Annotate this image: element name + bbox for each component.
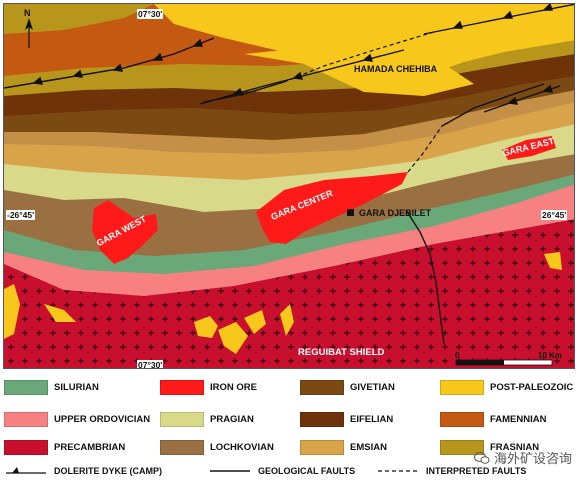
gara-djebilet-marker <box>347 209 354 216</box>
wechat-icon <box>473 451 490 464</box>
pragian-patch-5 <box>44 304 76 322</box>
map-canvas <box>4 4 574 368</box>
bottom-longitude-label: 07°30' <box>137 360 164 369</box>
legend-item-givetian: GIVETIAN <box>300 380 395 395</box>
legend-faults: GEOLOGICAL FAULTS <box>208 466 355 476</box>
pragian-patch-2 <box>218 322 248 354</box>
hamada-chehiba-label: HAMADA CHEHIBA <box>354 64 438 74</box>
legend-item-frasnian: FRASNIAN <box>440 440 539 455</box>
north-label: N <box>24 8 31 18</box>
geological-map: N 07°30' 07°30' -26°45' 26°45' HAMADA CH… <box>3 3 575 369</box>
legend-swatch <box>300 440 344 455</box>
legend-label: PRECAMBRIAN <box>54 442 126 453</box>
legend-label: EIFELIAN <box>350 414 394 425</box>
scale-start-label: 0 <box>455 351 460 360</box>
watermark-text: 海外矿设咨询 <box>493 451 572 466</box>
legend-label: FRASNIAN <box>490 442 540 453</box>
gara-center-ore <box>256 172 408 244</box>
legend-swatch <box>440 380 484 395</box>
left-latitude-label: -26°45' <box>6 210 36 220</box>
dyke-line-icon <box>6 467 46 474</box>
legend-dyke-label: DOLERITE DYKE (CAMP) <box>54 466 162 476</box>
gara-west-ore <box>92 200 158 264</box>
reguibat-shield-label: REGUIBAT SHIELD <box>298 347 385 358</box>
scale-end-label: 10 Km <box>538 351 563 360</box>
top-longitude-label: 07°30' <box>137 9 164 19</box>
legend-interpreted: INTERPRETED FAULTS <box>376 466 526 476</box>
dolerite-dyke-central <box>199 49 405 105</box>
legend-label: UPPER ORDOVICIAN <box>54 414 151 425</box>
legend-label: SILURIAN <box>54 382 99 393</box>
legend-swatch <box>160 412 204 427</box>
watermark: 海外矿设咨询 <box>473 448 572 467</box>
legend-interpreted-label: INTERPRETED FAULTS <box>426 466 527 476</box>
legend-label: EMSIAN <box>350 442 387 453</box>
legend-item-famennian: FAMENNIAN <box>440 412 546 427</box>
legend-item-precambrian: PRECAMBRIAN <box>4 440 125 455</box>
legend-label: FAMENNIAN <box>490 414 547 425</box>
legend-swatch <box>4 380 48 395</box>
legend-swatch <box>300 380 344 395</box>
legend-item-silurian: SILURIAN <box>4 380 99 395</box>
post-paleozoic-zone <box>154 4 574 82</box>
legend-swatch <box>160 380 204 395</box>
gara-djebilet-label: GARA DJEBILET <box>359 208 432 218</box>
post-paleozoic-left <box>4 284 20 339</box>
right-latitude-label: 26°45' <box>541 210 568 220</box>
legend-item-eifelian: EIFELIAN <box>300 412 393 427</box>
legend-item-lochkovian: LOCHKOVIAN <box>160 440 274 455</box>
legend-label: IRON ORE <box>210 382 257 393</box>
pragian-patch-4 <box>280 304 294 336</box>
legend-swatch <box>300 412 344 427</box>
legend-item-pragian: PRAGIAN <box>160 412 254 427</box>
pragian-patch-6 <box>544 252 562 270</box>
pragian-patch-3 <box>244 310 266 334</box>
frasnian-patch <box>4 4 154 34</box>
scale-bar <box>455 359 553 366</box>
fault-main <box>405 209 445 345</box>
legend-swatch <box>440 412 484 427</box>
legend-swatch <box>160 440 204 455</box>
legend-item-post-paleozoic: POST-PALEOZOIC <box>440 380 573 395</box>
fault-line-icon <box>210 470 250 472</box>
pragian-patch-1 <box>194 316 218 338</box>
legend-swatch <box>4 440 48 455</box>
interpreted-fault-1 <box>407 125 443 173</box>
legend-swatch <box>440 440 484 455</box>
gara-east-ore <box>502 136 556 160</box>
legend-item-iron-ore: IRON ORE <box>160 380 257 395</box>
dolerite-dyke-east <box>423 4 574 35</box>
legend-label: LOCHKOVIAN <box>210 442 274 453</box>
legend-label: GIVETIAN <box>350 382 395 393</box>
interpreted-fault-line-icon <box>378 470 418 472</box>
legend-faults-label: GEOLOGICAL FAULTS <box>258 466 356 476</box>
legend-swatch <box>4 412 48 427</box>
north-arrow-icon <box>25 18 33 48</box>
legend-dyke: DOLERITE DYKE (CAMP) <box>4 466 162 476</box>
dolerite-dyke-west <box>4 37 215 89</box>
post-paleozoic-lobe <box>244 48 474 96</box>
legend-item-emsian: EMSIAN <box>300 440 387 455</box>
fault-north <box>441 83 545 127</box>
legend-item-upper-ordovician: UPPER ORDOVICIAN <box>4 412 150 427</box>
dolerite-dyke-east2 <box>483 84 561 113</box>
legend-label: PRAGIAN <box>210 414 254 425</box>
legend: SILURIAN IRON ORE GIVETIAN POST-PALEOZOIC UP… <box>0 372 578 484</box>
legend-label: POST-PALEOZOIC <box>490 382 574 393</box>
interpreted-fault-2 <box>283 31 435 83</box>
